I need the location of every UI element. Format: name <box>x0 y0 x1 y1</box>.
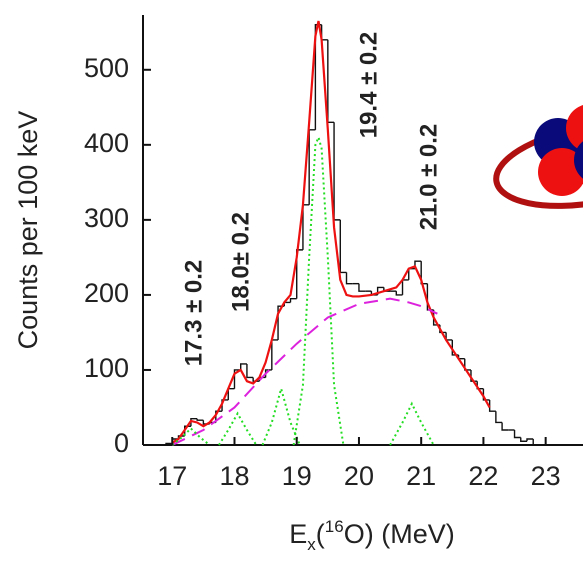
histogram-bin <box>196 418 204 421</box>
histogram-bin <box>240 363 247 370</box>
histogram-bin <box>513 429 521 439</box>
y-tick-label: 400 <box>84 128 129 158</box>
y-tick-label: 300 <box>84 203 129 233</box>
histogram-bin <box>308 129 316 205</box>
histogram-bin <box>190 418 198 427</box>
histogram-bin <box>501 422 509 431</box>
histogram-bin <box>358 283 366 292</box>
curve <box>171 20 491 444</box>
histogram-bin <box>482 388 490 401</box>
curve <box>261 384 301 446</box>
histogram-bin <box>215 410 223 423</box>
histogram-bin <box>445 332 453 341</box>
y-tick-label: 500 <box>84 53 129 83</box>
histogram-bin <box>526 438 534 442</box>
curve <box>389 401 435 446</box>
histogram-bin <box>183 425 191 436</box>
histogram-bin <box>221 399 229 412</box>
y-tick-label: 200 <box>84 278 129 308</box>
histogram-bin <box>408 267 415 280</box>
histogram-bin <box>520 437 527 442</box>
histogram-bin <box>252 377 260 382</box>
curve <box>171 427 211 446</box>
x-tick-label: 19 <box>282 461 312 491</box>
x-tick-label: 21 <box>406 461 436 491</box>
peak-annotation: 21.0 ± 0.2 <box>415 124 442 231</box>
x-tick-label: 22 <box>468 461 498 491</box>
histogram-bin <box>165 442 173 445</box>
y-tick-label: 100 <box>84 353 129 383</box>
histogram-bin <box>327 39 335 124</box>
histogram-bin <box>271 339 279 370</box>
curve <box>218 411 258 446</box>
curve <box>292 134 345 446</box>
histogram-bin <box>246 363 254 379</box>
histogram-bin <box>320 24 328 41</box>
histogram-bin <box>302 204 310 250</box>
histogram-bin <box>488 399 496 412</box>
histogram-bin <box>339 219 347 274</box>
histogram-bin <box>333 122 341 221</box>
x-tick-label: 17 <box>157 461 187 491</box>
x-tick-label: 23 <box>531 461 561 491</box>
histogram-bin <box>495 411 503 424</box>
x-axis-label: Ex(16O) (MeV) <box>289 517 454 554</box>
histogram-bin <box>227 388 235 400</box>
histogram-bin <box>395 291 403 296</box>
histogram-bin <box>345 272 353 285</box>
y-axis-label: Counts per 100 keV <box>13 111 43 350</box>
histogram-bin <box>532 438 540 446</box>
curve <box>171 297 438 446</box>
histogram-bin <box>401 279 409 295</box>
peak-annotation: 17.3 ± 0.2 <box>180 260 207 367</box>
peak-annotation: 18.0± 0.2 <box>227 212 254 312</box>
peak-annotation: 19.4 ± 0.2 <box>355 32 382 139</box>
histogram-bin <box>470 369 478 382</box>
decorative-nucleus <box>493 105 583 209</box>
x-tick-label: 18 <box>219 461 249 491</box>
x-tick-label: 20 <box>344 461 374 491</box>
y-tick-label: 0 <box>114 428 129 458</box>
histogram-bin <box>289 297 297 303</box>
